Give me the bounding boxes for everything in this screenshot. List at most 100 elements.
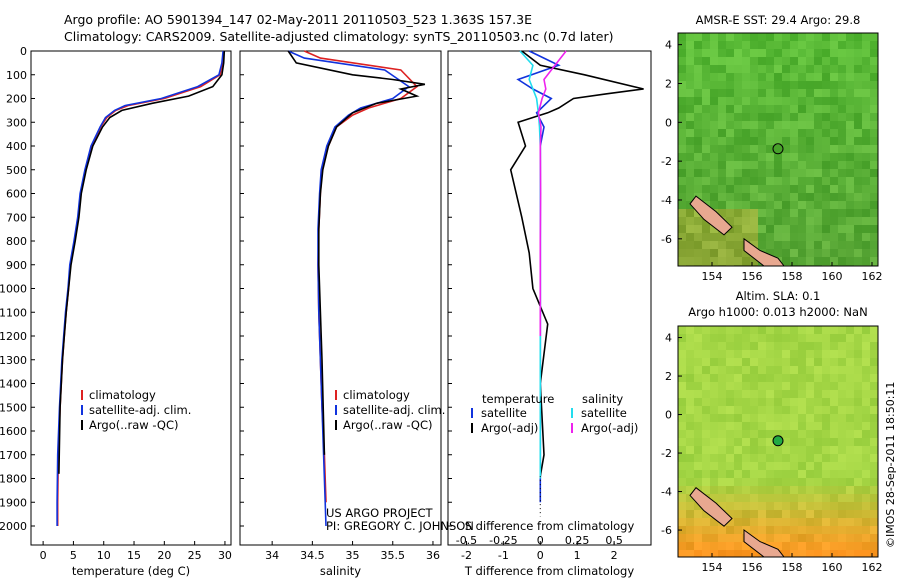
map-cell bbox=[774, 65, 782, 73]
map-cell bbox=[758, 105, 766, 113]
map-cell bbox=[678, 105, 686, 113]
map-cell bbox=[750, 161, 758, 169]
map-cell bbox=[806, 185, 814, 193]
map-cell bbox=[750, 97, 758, 105]
map-cell bbox=[822, 145, 830, 153]
map-cell bbox=[814, 326, 822, 334]
map-cell bbox=[862, 478, 870, 486]
map-cell bbox=[838, 233, 846, 241]
y-tick-label: 900 bbox=[6, 259, 27, 272]
map-cell bbox=[726, 217, 734, 225]
map-cell bbox=[798, 169, 806, 177]
map-cell bbox=[694, 169, 702, 177]
map-cell bbox=[718, 542, 726, 550]
map-cell bbox=[750, 137, 758, 145]
map-cell bbox=[702, 241, 710, 249]
map-cell bbox=[862, 358, 870, 366]
map-cell bbox=[774, 398, 782, 406]
map-cell bbox=[798, 390, 806, 398]
map-cell bbox=[766, 241, 774, 249]
map-cell bbox=[838, 129, 846, 137]
map-cell bbox=[838, 57, 846, 65]
map-cell bbox=[846, 193, 854, 201]
map-cell bbox=[822, 534, 830, 542]
map-cell bbox=[854, 414, 862, 422]
map-cell bbox=[734, 121, 742, 129]
map-cell bbox=[806, 201, 814, 209]
map-cell bbox=[758, 342, 766, 350]
map-cell bbox=[870, 249, 878, 257]
map-cell bbox=[846, 350, 854, 358]
map-cell bbox=[742, 105, 750, 113]
map-cell bbox=[734, 113, 742, 121]
map-cell bbox=[862, 73, 870, 81]
map-cell bbox=[758, 49, 766, 57]
map-cell bbox=[790, 49, 798, 57]
map-cell bbox=[790, 526, 798, 534]
map-cell bbox=[758, 414, 766, 422]
map-cell bbox=[830, 185, 838, 193]
map-cell bbox=[862, 398, 870, 406]
map-cell bbox=[790, 398, 798, 406]
map-cell bbox=[678, 89, 686, 97]
map-cell bbox=[814, 534, 822, 542]
map-cell bbox=[846, 502, 854, 510]
map-cell bbox=[718, 169, 726, 177]
map-cell bbox=[870, 217, 878, 225]
map-cell bbox=[694, 225, 702, 233]
map-cell bbox=[694, 454, 702, 462]
map-cell bbox=[846, 406, 854, 414]
map-cell bbox=[782, 153, 790, 161]
map-cell bbox=[710, 478, 718, 486]
map-cell bbox=[822, 446, 830, 454]
map-cell bbox=[766, 494, 774, 502]
map-cell bbox=[814, 486, 822, 494]
map-cell bbox=[862, 382, 870, 390]
map-cell bbox=[718, 342, 726, 350]
map-cell bbox=[830, 550, 838, 557]
map-cell bbox=[694, 129, 702, 137]
map-cell bbox=[694, 73, 702, 81]
map-cell bbox=[758, 430, 766, 438]
x-axis-label: salinity bbox=[320, 564, 361, 578]
map-cell bbox=[678, 414, 686, 422]
x-tick-label: 0 bbox=[537, 549, 544, 562]
map-cell bbox=[718, 241, 726, 249]
map-cell bbox=[854, 382, 862, 390]
map-cell bbox=[726, 153, 734, 161]
map-cell bbox=[830, 73, 838, 81]
y-tick-label: 1700 bbox=[0, 449, 27, 462]
map-cell bbox=[686, 193, 694, 201]
map-cell bbox=[798, 201, 806, 209]
map-cell bbox=[870, 494, 878, 502]
map-cell bbox=[766, 390, 774, 398]
map-cell bbox=[718, 326, 726, 334]
map-cell bbox=[830, 33, 838, 41]
map-cell bbox=[822, 326, 830, 334]
map-cell bbox=[686, 550, 694, 557]
map-cell bbox=[838, 185, 846, 193]
map-cell bbox=[702, 129, 710, 137]
map-cell bbox=[702, 486, 710, 494]
map-cell bbox=[678, 233, 686, 241]
map-cell bbox=[742, 81, 750, 89]
map-cell bbox=[806, 57, 814, 65]
x-tick-label: 156 bbox=[742, 561, 763, 574]
secondary-tick-label: -0.5 bbox=[456, 534, 477, 547]
map-cell bbox=[822, 414, 830, 422]
map-cell bbox=[790, 550, 798, 557]
map-cell bbox=[718, 49, 726, 57]
map-cell bbox=[854, 334, 862, 342]
map-cell bbox=[854, 398, 862, 406]
map-cell bbox=[814, 185, 822, 193]
map-cell bbox=[726, 41, 734, 49]
map-cell bbox=[678, 326, 686, 334]
map-cell bbox=[790, 185, 798, 193]
map-cell bbox=[694, 257, 702, 265]
map-cell bbox=[702, 177, 710, 185]
map-cell bbox=[830, 105, 838, 113]
map-cell bbox=[710, 241, 718, 249]
map-cell bbox=[726, 358, 734, 366]
map-cell bbox=[694, 193, 702, 201]
map-cell bbox=[870, 57, 878, 65]
